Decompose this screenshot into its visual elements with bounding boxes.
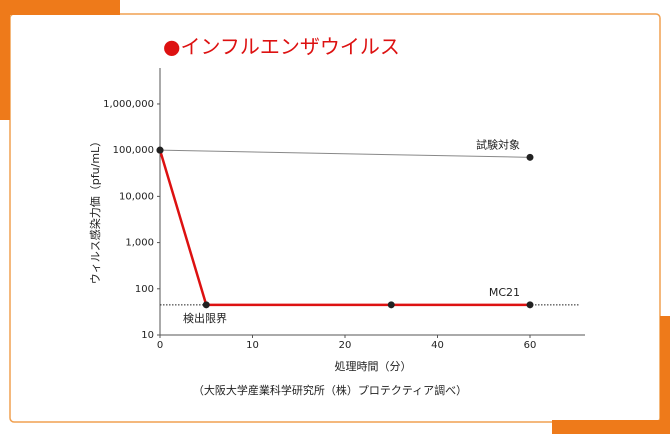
x-tick-label: 60 — [524, 340, 537, 351]
series-label: 試験対象 — [476, 137, 520, 151]
series-line — [159, 149, 531, 158]
x-tick-label: 0 — [157, 340, 163, 351]
y-tick-label: 1,000,000 — [103, 99, 154, 110]
y-tick-label: 1,000 — [125, 238, 154, 249]
corner-deco — [552, 420, 670, 434]
data-point — [156, 146, 164, 154]
footnote: （大阪大学産業科学研究所（株）プロテクティア調べ） — [193, 383, 467, 397]
y-tick-label: 10 — [141, 330, 154, 341]
series-line — [158, 149, 530, 307]
x-tick-label: 40 — [431, 340, 444, 351]
data-point — [387, 301, 395, 309]
data-point — [526, 301, 534, 309]
corner-deco — [0, 0, 120, 15]
series-label: MC21 — [489, 286, 520, 299]
x-axis-label: 処理時間（分） — [335, 360, 412, 373]
x-tick-label: 20 — [339, 340, 352, 351]
data-point — [202, 301, 210, 309]
y-tick-label: 100 — [135, 284, 154, 295]
chart-title: ●インフルエンザウイルス — [163, 35, 400, 59]
data-point — [526, 153, 534, 161]
corner-deco — [660, 316, 670, 434]
frame — [9, 13, 661, 423]
y-tick-label: 100,000 — [113, 145, 154, 156]
x-tick-label: 10 — [246, 340, 259, 351]
detection-limit-label: 検出限界 — [183, 311, 227, 325]
y-tick-label: 10,000 — [119, 191, 154, 202]
corner-deco — [0, 0, 10, 120]
y-axis-label: ウィルス感染力価（pfu/mL） — [88, 136, 102, 284]
